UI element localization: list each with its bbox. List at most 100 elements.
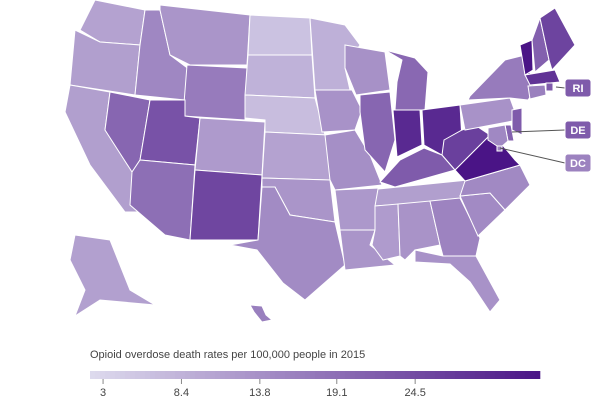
state [384,49,429,111]
legend-swatch [410,371,416,379]
legend-swatch [170,371,176,379]
legend-tick-label: 19.1 [326,387,347,399]
legend-swatch [385,371,391,379]
state [441,124,491,171]
state [344,44,391,96]
legend-swatch [460,371,466,379]
legend-swatch [485,371,491,379]
legend-swatch [245,371,251,379]
legend-swatch [420,371,426,379]
legend-swatch [145,371,151,379]
legend-swatch [340,371,346,379]
legend-tick-label: 3 [100,387,106,399]
legend-swatch [150,371,156,379]
legend-swatch [530,371,536,379]
state [359,91,396,173]
legend-swatch [215,371,221,379]
legend-swatch [295,371,301,379]
legend-swatch [345,371,351,379]
legend-swatch [280,371,286,379]
state [247,14,313,56]
state [487,124,509,149]
legend-swatch [475,371,481,379]
legend-swatch [380,371,386,379]
state [194,117,266,176]
callout-label: DC [570,158,586,170]
legend-swatch [510,371,516,379]
legend-swatch [140,371,146,379]
legend-swatch [230,371,236,379]
legend-swatch [395,371,401,379]
legend-swatch [175,371,181,379]
legend-swatch [365,371,371,379]
state [182,64,248,121]
legend-swatch [125,371,131,379]
state [414,249,501,313]
legend-swatch [465,371,471,379]
state [159,4,251,66]
legend-swatch [520,371,526,379]
legend-swatch [430,371,436,379]
leader-line [499,147,566,164]
legend-swatch [260,371,266,379]
legend-swatch [350,371,356,379]
state [69,234,156,318]
legend-swatch [400,371,406,379]
legend-swatch [190,371,196,379]
legend-swatch [470,371,476,379]
legend-swatch [500,371,506,379]
legend-swatch [90,371,96,379]
legend-swatch [110,371,116,379]
legend-title: Opioid overdose death rates per 100,000 … [90,349,365,361]
legend-swatch [435,371,441,379]
legend-swatch [135,371,141,379]
legend-swatch [525,371,531,379]
legend-swatch [360,371,366,379]
legend-swatch [315,371,321,379]
state [249,304,274,323]
state [392,109,423,158]
legend-swatch [240,371,246,379]
legend-swatch [195,371,201,379]
legend-swatch [105,371,111,379]
legend-swatch [490,371,496,379]
legend-tick-label: 24.5 [404,387,425,399]
legend-swatch [320,371,326,379]
state [261,131,331,181]
legend-swatch [405,371,411,379]
legend-swatch [95,371,101,379]
legend-swatch [160,371,166,379]
legend-swatch [505,371,511,379]
legend-swatch [225,371,231,379]
legend-swatch [185,371,191,379]
state [334,187,381,231]
legend-swatch [155,371,161,379]
legend-swatch [355,371,361,379]
state [511,107,523,136]
legend-swatch [285,371,291,379]
state [189,169,263,241]
state [545,82,554,92]
callout-box [564,153,592,173]
legend-swatch [300,371,306,379]
state [129,159,196,241]
legend-swatch [325,371,331,379]
legend-tick-label: 13.8 [249,387,270,399]
legend-swatch [455,371,461,379]
legend-swatch [425,371,431,379]
legend-swatch [445,371,451,379]
legend-swatch [305,371,311,379]
state [524,69,561,86]
callout-box [564,78,592,98]
legend-swatch [120,371,126,379]
legend-swatch [180,371,186,379]
state [314,89,363,133]
legend-swatch [275,371,281,379]
state [519,39,534,76]
legend-swatch [415,371,421,379]
leader-line [511,129,566,133]
callout-box [564,120,592,140]
legend-swatch [235,371,241,379]
legend-swatch [370,371,376,379]
